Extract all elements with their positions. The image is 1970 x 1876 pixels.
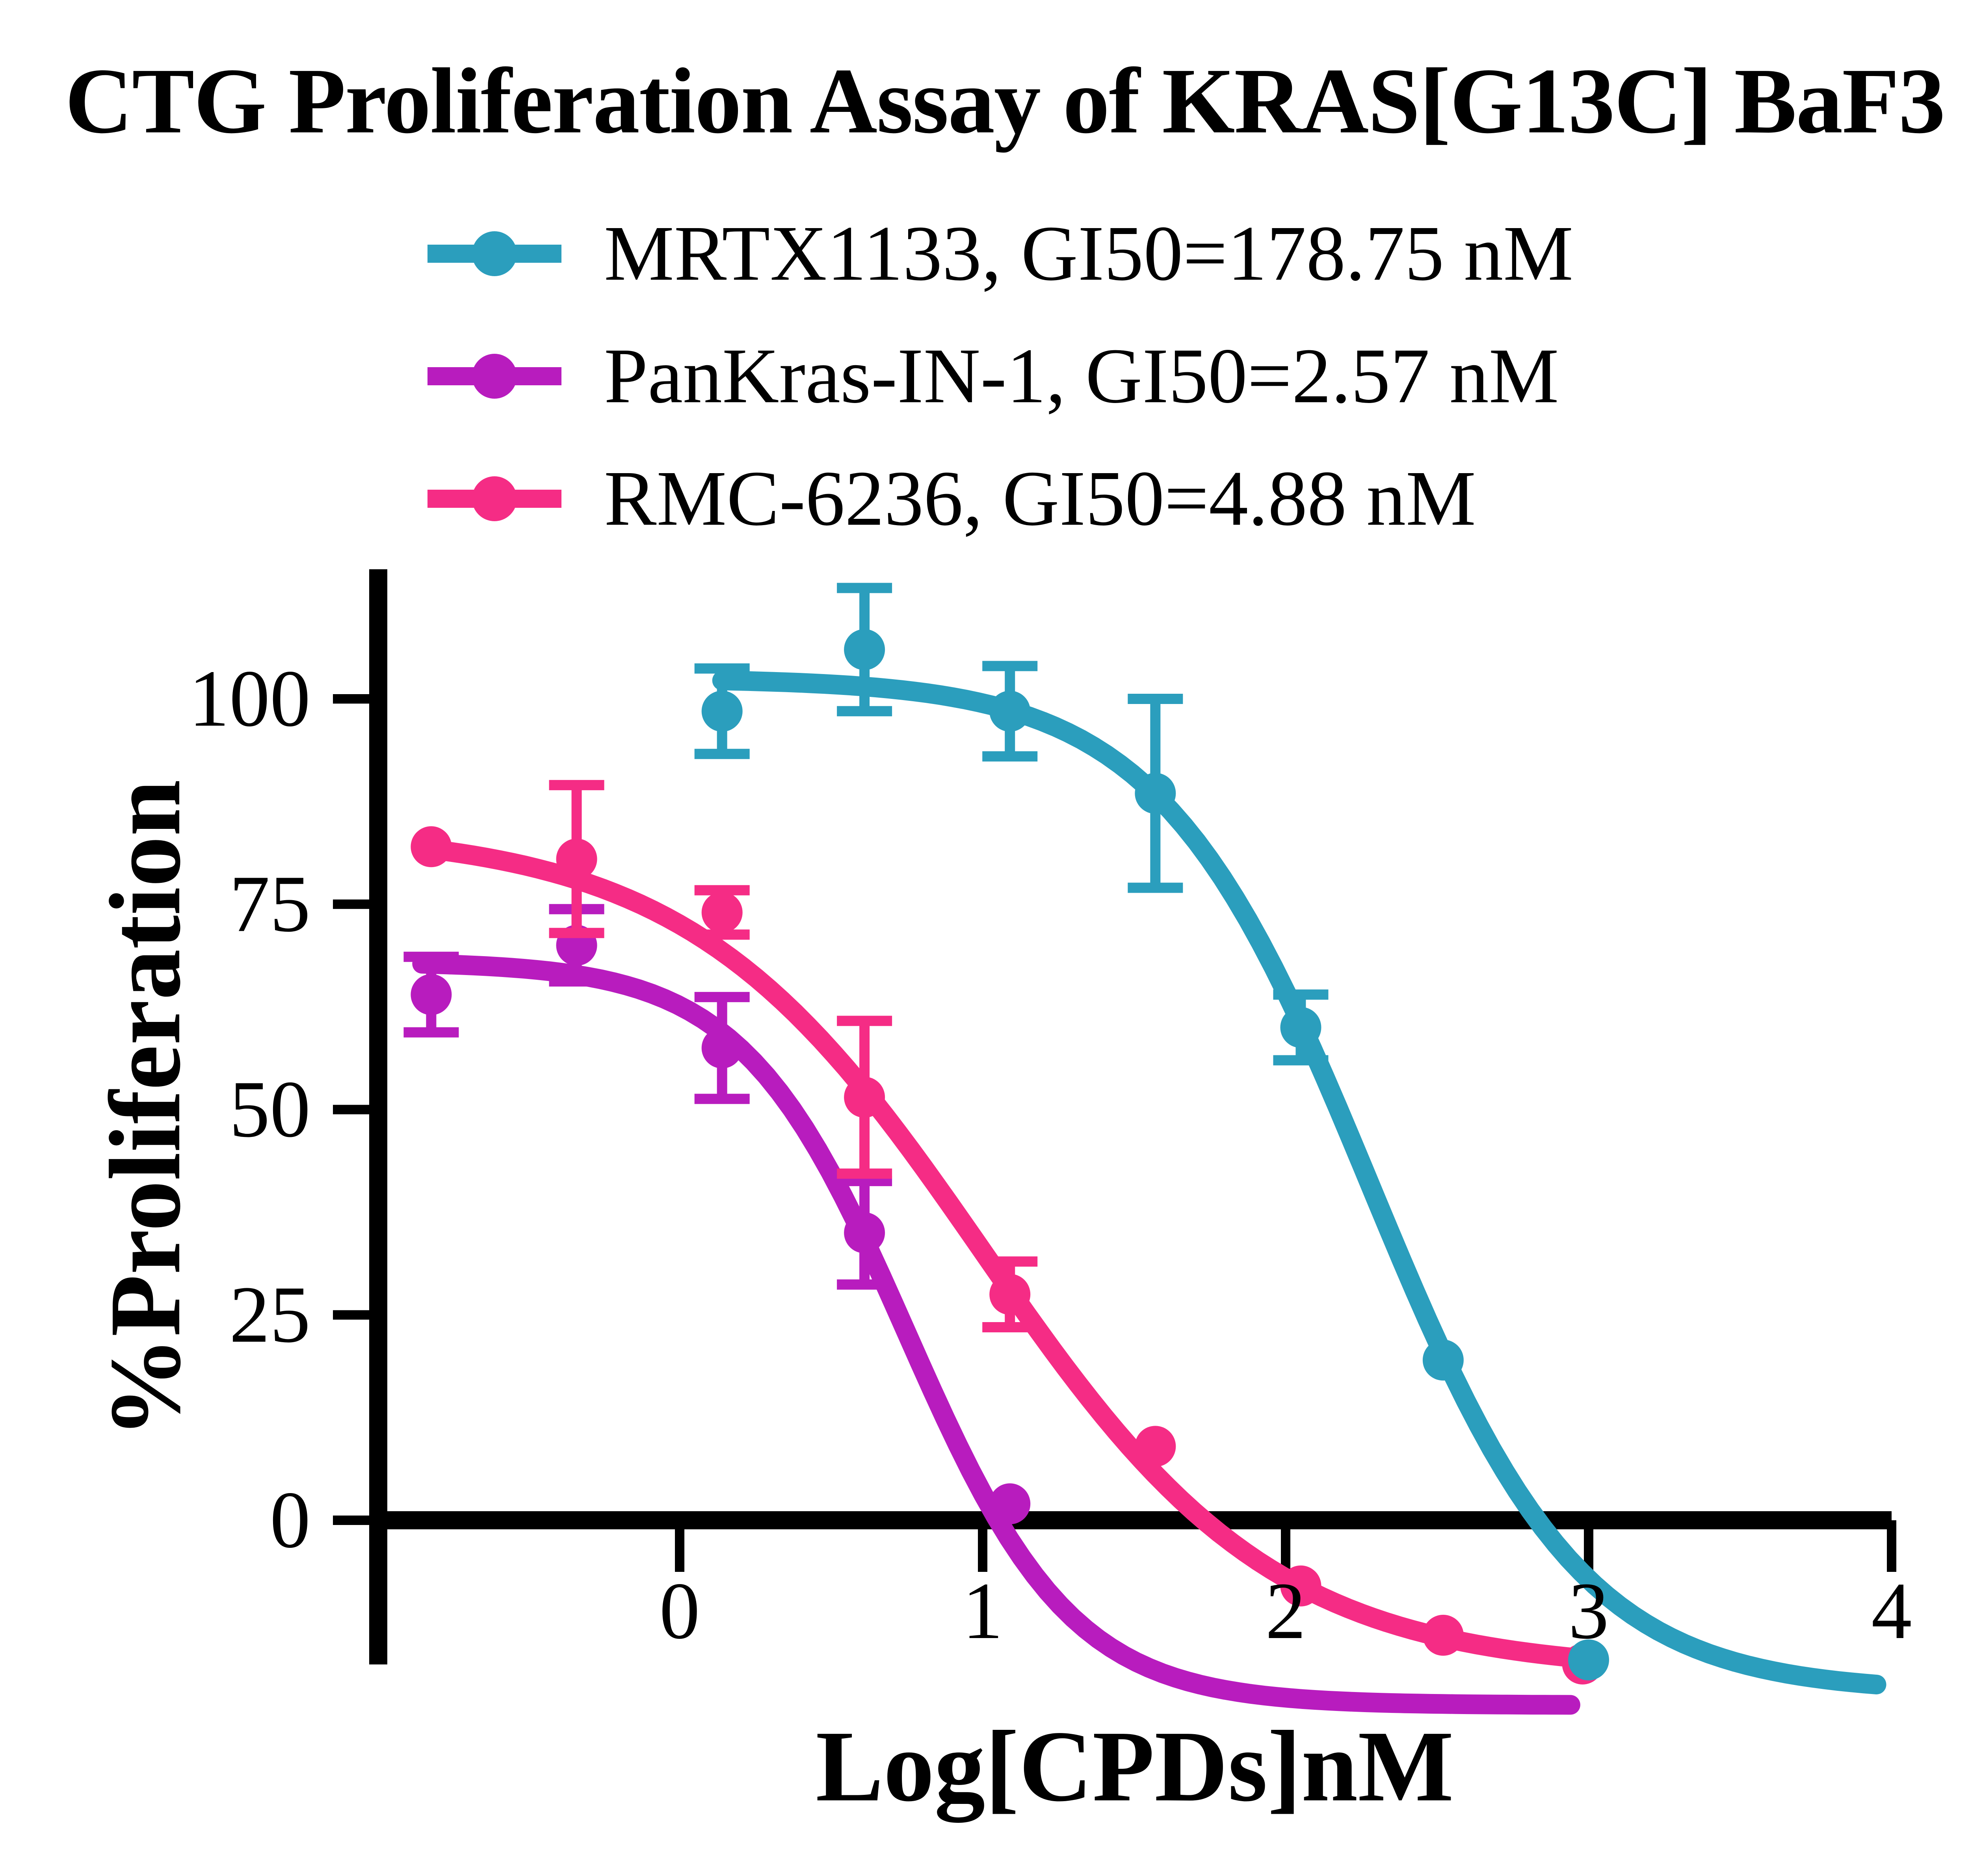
chart-title: CTG Proliferation Assay of KRAS[G13C] Ba… <box>65 49 1970 153</box>
data-point <box>701 691 743 732</box>
legend-marker-circle-icon <box>472 476 517 521</box>
data-point <box>989 691 1031 732</box>
legend-item-label: PanKras-IN-1, GI50=2.57 nM <box>604 332 1559 420</box>
data-point <box>989 1274 1031 1315</box>
legend: MRTX1133, GI50=178.75 nM PanKras-IN-1, G… <box>427 192 1573 560</box>
data-point <box>411 974 452 1015</box>
y-tick-label: 100 <box>189 653 310 743</box>
x-tick-label: 1 <box>963 1566 1003 1656</box>
x-tick-label: 4 <box>1872 1566 1912 1656</box>
data-point <box>701 892 743 933</box>
data-point <box>1280 1565 1321 1607</box>
y-axis-title: %Proliferation <box>89 780 201 1438</box>
y-tick-label: 75 <box>229 858 310 949</box>
legend-item-pankras-in-1: PanKras-IN-1, GI50=2.57 nM <box>427 315 1573 437</box>
axis-labels: 0 25 50 75 100 0 1 2 3 4 Log[CPDs]nM %Proliferation <box>89 653 1912 1824</box>
series-curves <box>403 583 1886 1715</box>
y-tick-label: 50 <box>229 1064 310 1154</box>
legend-item-label: MRTX1133, GI50=178.75 nM <box>604 210 1574 297</box>
data-point <box>1135 773 1176 814</box>
series-rmc-6236 <box>411 780 1603 1685</box>
x-axis-title: Log[CPDs]nM <box>816 1710 1454 1824</box>
x-tick-label: 0 <box>660 1566 700 1656</box>
data-point <box>1568 1639 1609 1681</box>
data-point <box>411 826 452 867</box>
legend-marker-line <box>427 353 561 399</box>
y-tick-label: 25 <box>229 1269 310 1360</box>
x-tick-label: 2 <box>1266 1566 1306 1656</box>
data-point <box>844 1077 885 1118</box>
y-tick-label: 0 <box>270 1475 310 1565</box>
legend-item-rmc-6236: RMC-6236, GI50=4.88 nM <box>427 437 1573 560</box>
data-point <box>844 1212 885 1254</box>
data-point <box>1422 1614 1464 1656</box>
legend-marker-circle-icon <box>472 353 517 399</box>
data-point <box>1422 1339 1464 1381</box>
legend-marker-line <box>427 231 561 276</box>
data-point <box>1135 1426 1176 1467</box>
data-point <box>844 629 885 670</box>
legend-marker-line <box>427 476 561 521</box>
data-point <box>1280 1007 1321 1048</box>
series-mrtx1133 <box>694 583 1886 1694</box>
legend-item-mrtx1133: MRTX1133, GI50=178.75 nM <box>427 192 1573 315</box>
legend-marker-circle-icon <box>472 231 517 276</box>
data-point <box>556 838 597 880</box>
x-tick-label: 3 <box>1569 1566 1609 1656</box>
axes <box>333 569 1896 1664</box>
data-point <box>701 1027 743 1069</box>
legend-item-label: RMC-6236, GI50=4.88 nM <box>604 455 1476 542</box>
data-point <box>989 1483 1031 1525</box>
fit-curve <box>712 671 1886 1694</box>
